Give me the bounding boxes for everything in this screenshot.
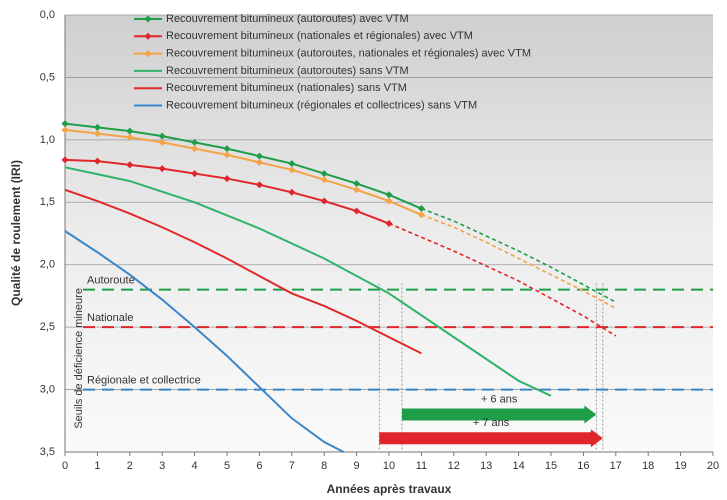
legend-label: Recouvrement bitumineux (autoroutes) san… (166, 65, 409, 77)
y-tick-label: 3,0 (40, 383, 55, 395)
marker (320, 176, 328, 184)
y-tick-label: 2,0 (40, 259, 55, 271)
marker (223, 145, 231, 153)
legend-label: Recouvrement bitumineux (autoroutes) ave… (166, 13, 409, 25)
marker (223, 151, 231, 159)
marker (320, 197, 328, 205)
legend-label: Recouvrement bitumineux (nationales) san… (166, 82, 407, 94)
marker (93, 130, 101, 138)
x-tick-label: 6 (256, 460, 262, 472)
x-tick-label: 15 (545, 460, 557, 472)
marker (93, 123, 101, 131)
marker (158, 165, 166, 173)
threshold-label: Autoroute (87, 275, 135, 287)
marker (158, 132, 166, 140)
marker (191, 170, 199, 178)
marker (255, 181, 263, 189)
x-tick-label: 0 (62, 460, 68, 472)
legend-label: Recouvrement bitumineux (autoroutes, nat… (166, 48, 531, 60)
line-series (64, 122, 422, 210)
arrow (401, 405, 597, 424)
marker (61, 156, 69, 164)
x-tick-label: 13 (480, 460, 492, 472)
y-tick-label: 3,5 (40, 446, 55, 458)
marker (255, 152, 263, 160)
y-tick-label: 2,5 (40, 321, 55, 333)
x-tick-label: 4 (192, 460, 198, 472)
x-axis-label: Années après travaux (327, 482, 452, 496)
marker (417, 211, 425, 219)
marker (320, 170, 328, 178)
x-tick-label: 17 (610, 460, 622, 472)
x-tick-label: 19 (674, 460, 686, 472)
marker (93, 157, 101, 165)
x-tick-label: 2 (127, 460, 133, 472)
x-tick-label: 1 (94, 460, 100, 472)
x-tick-label: 8 (321, 460, 327, 472)
legend-label: Recouvrement bitumineux (nationales et r… (166, 30, 473, 42)
legend-marker (144, 32, 152, 40)
marker (61, 126, 69, 134)
line-series (64, 128, 422, 216)
x-tick-label: 11 (416, 460, 427, 472)
marker (126, 133, 134, 141)
x-tick-label: 14 (512, 460, 524, 472)
marker (417, 205, 425, 213)
line-series (64, 230, 345, 453)
marker (353, 207, 361, 215)
threshold-label: Régionale et collectrice (87, 374, 201, 386)
line-series-projection (421, 214, 617, 310)
x-tick-label: 5 (224, 460, 230, 472)
x-tick-label: 20 (707, 460, 719, 472)
marker (255, 158, 263, 166)
marker (385, 220, 393, 228)
threshold-label: Nationale (87, 312, 133, 324)
marker (191, 138, 199, 146)
legend-marker (144, 15, 152, 23)
line-series (64, 188, 422, 355)
marker (191, 145, 199, 153)
x-tick-label: 9 (354, 460, 360, 472)
marker (126, 127, 134, 135)
y-tick-label: 1,0 (40, 134, 55, 146)
x-tick-label: 7 (289, 460, 295, 472)
x-tick-label: 10 (383, 460, 395, 472)
plot-area (65, 15, 713, 452)
marker (126, 161, 134, 169)
marker (288, 188, 296, 196)
marker (353, 180, 361, 188)
marker (385, 197, 393, 205)
marker (288, 160, 296, 168)
marker (353, 186, 361, 194)
legend-label: Recouvrement bitumineux (régionales et c… (166, 99, 477, 111)
line-series-projection (421, 207, 617, 303)
line-series (64, 166, 552, 397)
marker (223, 175, 231, 183)
y-tick-label: 1,5 (40, 196, 55, 208)
legend-marker (144, 50, 152, 58)
x-tick-label: 18 (642, 460, 654, 472)
x-tick-label: 16 (577, 460, 589, 472)
y-tick-label: 0,0 (40, 9, 55, 21)
thresholds-title: Seuils de déficience mineure (73, 288, 85, 429)
arrow-label: + 7 ans (473, 417, 510, 429)
marker (288, 166, 296, 174)
y-tick-label: 0,5 (40, 71, 55, 83)
x-tick-label: 3 (159, 460, 165, 472)
arrow (379, 429, 603, 448)
marker (158, 138, 166, 146)
y-axis-label: Qualité de roulement (IRI) (9, 160, 23, 306)
x-tick-label: 12 (448, 460, 460, 472)
marker (61, 120, 69, 128)
arrow-label: + 6 ans (481, 393, 518, 405)
marker (385, 191, 393, 199)
